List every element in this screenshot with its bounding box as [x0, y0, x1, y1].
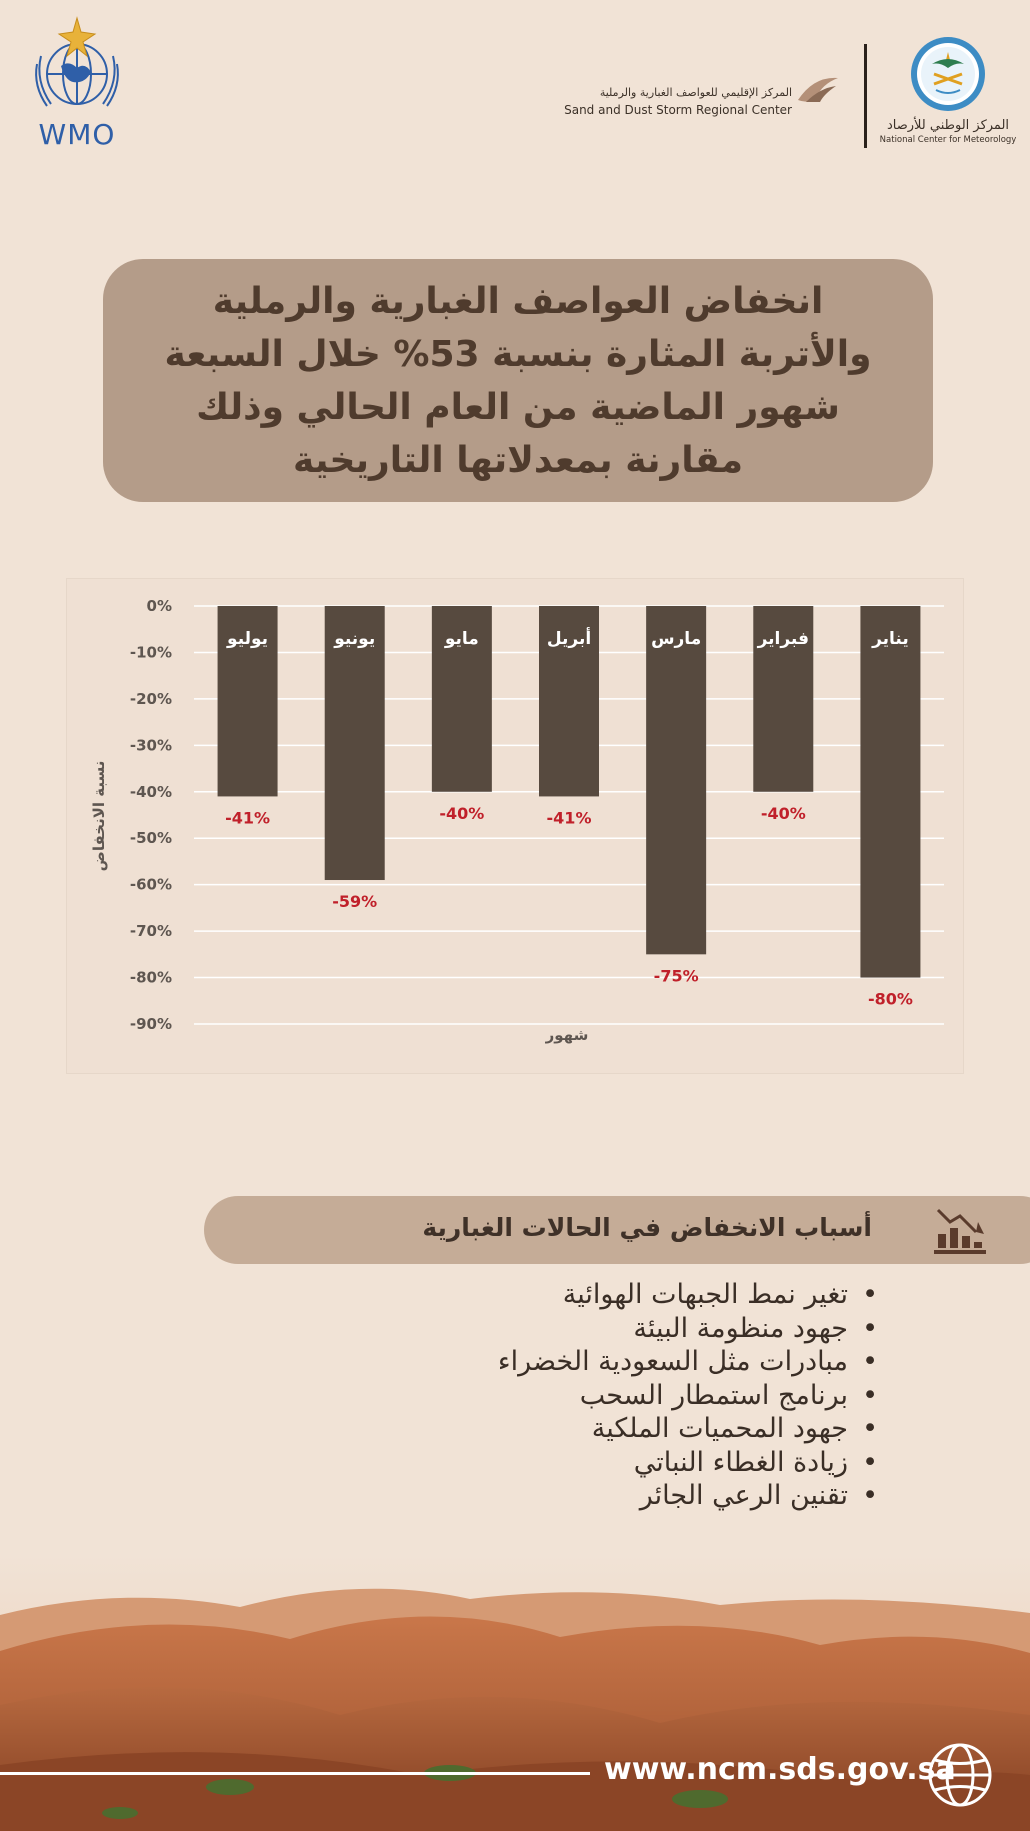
causes-header-pill — [204, 1196, 1030, 1264]
ncm-logo: المركز الوطني للأرصاد National Center fo… — [878, 34, 1018, 154]
bar-data-label: -80% — [868, 990, 913, 1009]
y-axis-title: نسبة الانخفاض — [90, 761, 108, 872]
globe-icon — [928, 1743, 992, 1807]
bar-month-label: مايو — [444, 629, 479, 649]
cause-item: مبادرات مثل السعودية الخضراء — [358, 1345, 878, 1379]
bar-data-label: -40% — [761, 804, 806, 823]
y-tick-label: -70% — [130, 922, 172, 940]
causes-title: أسباب الانخفاض في الحالات الغبارية — [422, 1213, 872, 1242]
bar — [646, 606, 707, 955]
bar — [324, 606, 385, 881]
title-banner: انخفاض العواصف الغبارية والرملية والأترب… — [103, 259, 933, 502]
bar-data-label: -41% — [547, 808, 592, 827]
bar — [217, 606, 278, 797]
x-axis-title: شهور — [545, 1026, 589, 1044]
footer-line — [0, 1772, 590, 1775]
bar-month-label: أبريل — [547, 627, 591, 649]
sds-swoosh-icon — [798, 77, 838, 102]
cause-item: جهود المحميات الملكية — [358, 1412, 878, 1446]
bar — [539, 606, 599, 797]
y-tick-label: -10% — [130, 643, 172, 661]
wmo-logo: WMO — [22, 16, 132, 156]
wmo-label: WMO — [38, 118, 116, 151]
y-tick-label: -60% — [130, 876, 172, 894]
bar — [860, 606, 921, 978]
cause-item: تقنين الرعي الجائر — [358, 1479, 878, 1513]
y-tick-label: -20% — [130, 690, 172, 708]
cause-item: برنامج استمطار السحب — [358, 1379, 878, 1413]
page-title: انخفاض العواصف الغبارية والرملية والأترب… — [164, 280, 872, 481]
bar-month-label: يوليو — [226, 629, 268, 649]
header-divider — [864, 44, 867, 148]
decline-bar-chart: 0% -10% -20% -30% -40% -50% -60% -70% -80% -90% ين… — [90, 597, 944, 1044]
chart-panel — [66, 578, 964, 1074]
cause-item: جهود منظومة البيئة — [358, 1312, 878, 1346]
sds-center-english: Sand and Dust Storm Regional Center — [564, 103, 792, 117]
bar-month-label: فبراير — [757, 629, 809, 649]
bar-month-label: يناير — [871, 629, 909, 649]
bar — [431, 606, 492, 792]
website-link[interactable]: www.ncm.sds.gov.sa — [604, 1752, 956, 1787]
y-tick-label: -80% — [130, 969, 172, 987]
ncm-arabic: المركز الوطني للأرصاد — [886, 118, 1010, 133]
ncm-emblem-icon — [911, 37, 985, 111]
bar — [753, 606, 814, 792]
ncm-english: National Center for Meteorology — [879, 135, 1017, 145]
bar-data-label: -41% — [225, 808, 270, 827]
bar-data-label: -75% — [654, 966, 699, 985]
y-tick-label: 0% — [147, 597, 172, 615]
bar-data-label: -40% — [439, 804, 484, 823]
wmo-emblem-icon — [35, 16, 119, 107]
bar-month-label: يونيو — [333, 629, 375, 649]
y-tick-label: -50% — [130, 829, 172, 847]
bar-data-label: -59% — [332, 892, 377, 911]
decline-chart-icon — [934, 1208, 986, 1254]
cause-item: تغير نمط الجبهات الهوائية — [358, 1278, 878, 1312]
causes-list: تغير نمط الجبهات الهوائية جهود منظومة ال… — [358, 1278, 878, 1513]
cause-item: زيادة الغطاء النباتي — [358, 1446, 878, 1480]
y-tick-label: -40% — [130, 783, 172, 801]
sds-center-arabic: المركز الإقليمي للعواصف الغبارية والرملي… — [599, 86, 792, 99]
y-tick-label: -30% — [130, 736, 172, 754]
desert-dunes-image — [0, 1555, 1030, 1831]
y-tick-label: -90% — [130, 1015, 172, 1033]
bar-month-label: مارس — [651, 629, 701, 649]
sds-center-logo: المركز الإقليمي للعواصف الغبارية والرملي… — [550, 72, 840, 122]
